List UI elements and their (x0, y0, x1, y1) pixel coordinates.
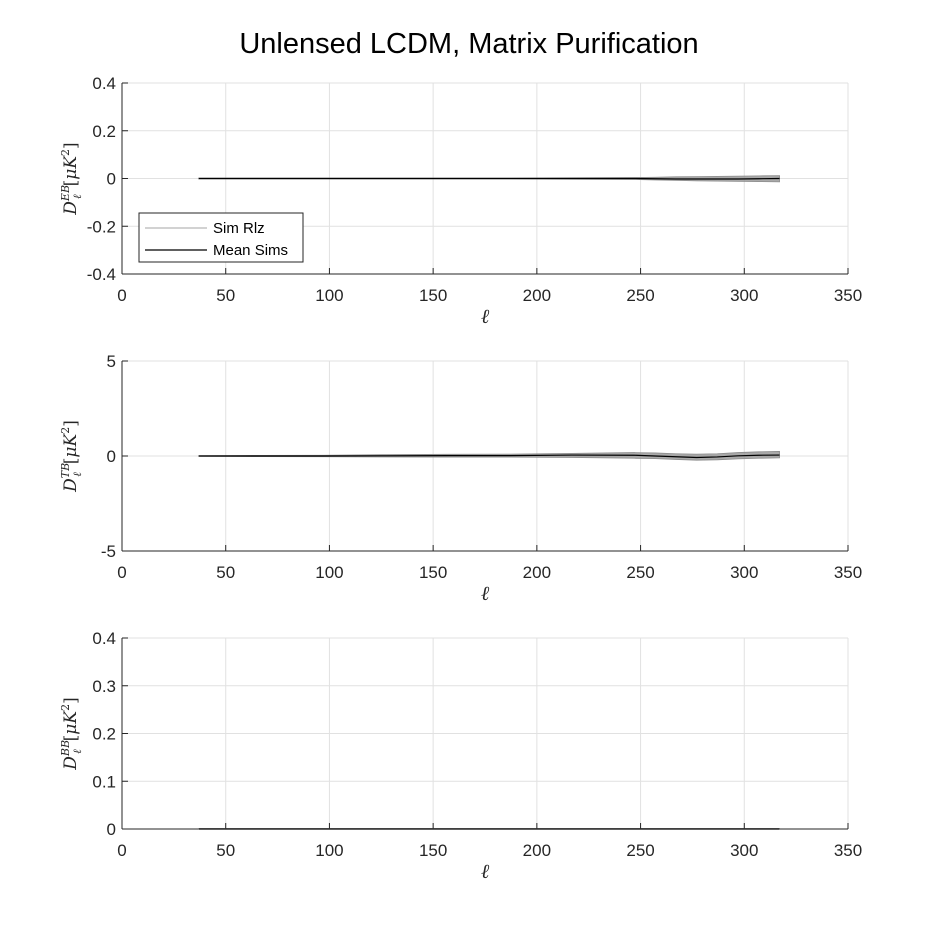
ylabel-bracket-close: ] (61, 142, 81, 149)
x-tick-label: 350 (834, 286, 862, 305)
y-axis-label: DBBℓ [μK2] (59, 697, 84, 770)
legend-entry: Mean Sims (213, 242, 288, 259)
x-tick-label: 250 (626, 286, 654, 305)
ylabel-superscript: TB (59, 463, 72, 478)
y-tick-label: 0.4 (92, 74, 116, 93)
ylabel-base: D (61, 756, 81, 771)
x-axis-label: ℓ (481, 581, 490, 605)
x-tick-label: 200 (523, 286, 551, 305)
x-tick-label: 250 (626, 841, 654, 860)
legend-entry: Sim Rlz (213, 220, 265, 237)
x-tick-label: 350 (834, 841, 862, 860)
x-tick-label: 300 (730, 286, 758, 305)
y-tick-label: 0 (107, 447, 116, 466)
figure-title: Unlensed LCDM, Matrix Purification (239, 28, 698, 60)
y-tick-label: -0.4 (87, 265, 116, 284)
x-tick-label: 50 (216, 286, 235, 305)
y-tick-label: 0 (107, 820, 116, 839)
ylabel-k: K (61, 710, 81, 725)
ylabel-exponent: 2 (59, 149, 72, 156)
x-tick-label: 100 (315, 286, 343, 305)
x-tick-label: 50 (216, 563, 235, 582)
ylabel-subscript: ℓ (71, 749, 84, 754)
y-tick-label: -5 (101, 542, 116, 561)
legend: Sim Rlz Mean Sims (138, 212, 304, 263)
y-tick-label: 0.2 (92, 725, 116, 744)
ylabel-subscript: ℓ (71, 194, 84, 199)
panel-bb: 0 50 100 150 200 250 300 35000.10.20.30.4ℓDBBℓ[… (59, 629, 862, 883)
x-tick-label: 0 (117, 563, 126, 582)
ylabel-k: K (61, 432, 81, 447)
x-tick-label: 50 (216, 841, 235, 860)
x-tick-label: 300 (730, 841, 758, 860)
ylabel-mu: μ (61, 446, 81, 457)
y-tick-label: 0.3 (92, 677, 116, 696)
ylabel-bracket-close: ] (61, 420, 81, 427)
y-axis-label: DTBℓ [μK2] (59, 420, 84, 493)
y-axis-label: DEBℓ [μK2] (59, 142, 84, 215)
x-tick-label: 150 (419, 841, 447, 860)
y-tick-label: 0.1 (92, 772, 116, 791)
x-tick-label: 150 (419, 286, 447, 305)
panel-eb: 0 50 100 150 200 250 300 350-0.4-0.200.20.4ℓDEB… (59, 74, 862, 328)
legend-box (138, 212, 304, 263)
ylabel-exponent: 2 (59, 704, 72, 711)
ylabel-mu: μ (61, 724, 81, 735)
ylabel-base: D (61, 201, 81, 216)
x-tick-label: 150 (419, 563, 447, 582)
x-axis-label: ℓ (481, 304, 490, 328)
ylabel-subscript: ℓ (71, 472, 84, 477)
x-tick-label: 100 (315, 841, 343, 860)
x-tick-label: 300 (730, 563, 758, 582)
ylabel-mu: μ (61, 169, 81, 180)
x-axis-label: ℓ (481, 859, 490, 883)
ylabel-base: D (61, 478, 81, 493)
ylabel-superscript: EB (59, 185, 72, 202)
y-tick-label: -0.2 (87, 217, 116, 236)
ylabel-bracket-open: [ (61, 735, 81, 742)
x-tick-label: 200 (523, 563, 551, 582)
series-mean-sims-line (198, 454, 780, 459)
x-tick-label: 250 (626, 563, 654, 582)
ylabel-bracket-open: [ (61, 458, 81, 465)
x-tick-label: 200 (523, 841, 551, 860)
x-tick-label: 0 (117, 841, 126, 860)
x-tick-label: 350 (834, 563, 862, 582)
y-tick-label: 0.2 (92, 122, 116, 141)
y-tick-label: 0.4 (92, 629, 116, 648)
panels: 0 50 100 150 200 250 300 350-0.4-0.200.20.4ℓDEB… (59, 74, 862, 883)
y-tick-label: 0 (107, 170, 116, 189)
ylabel-superscript: BB (59, 740, 72, 757)
x-tick-label: 100 (315, 563, 343, 582)
ylabel-bracket-open: [ (61, 180, 81, 187)
ylabel-bracket-close: ] (61, 697, 81, 704)
ylabel-k: K (61, 155, 81, 170)
x-tick-label: 0 (117, 286, 126, 305)
ylabel-exponent: 2 (59, 427, 72, 434)
y-tick-label: 5 (107, 352, 116, 371)
